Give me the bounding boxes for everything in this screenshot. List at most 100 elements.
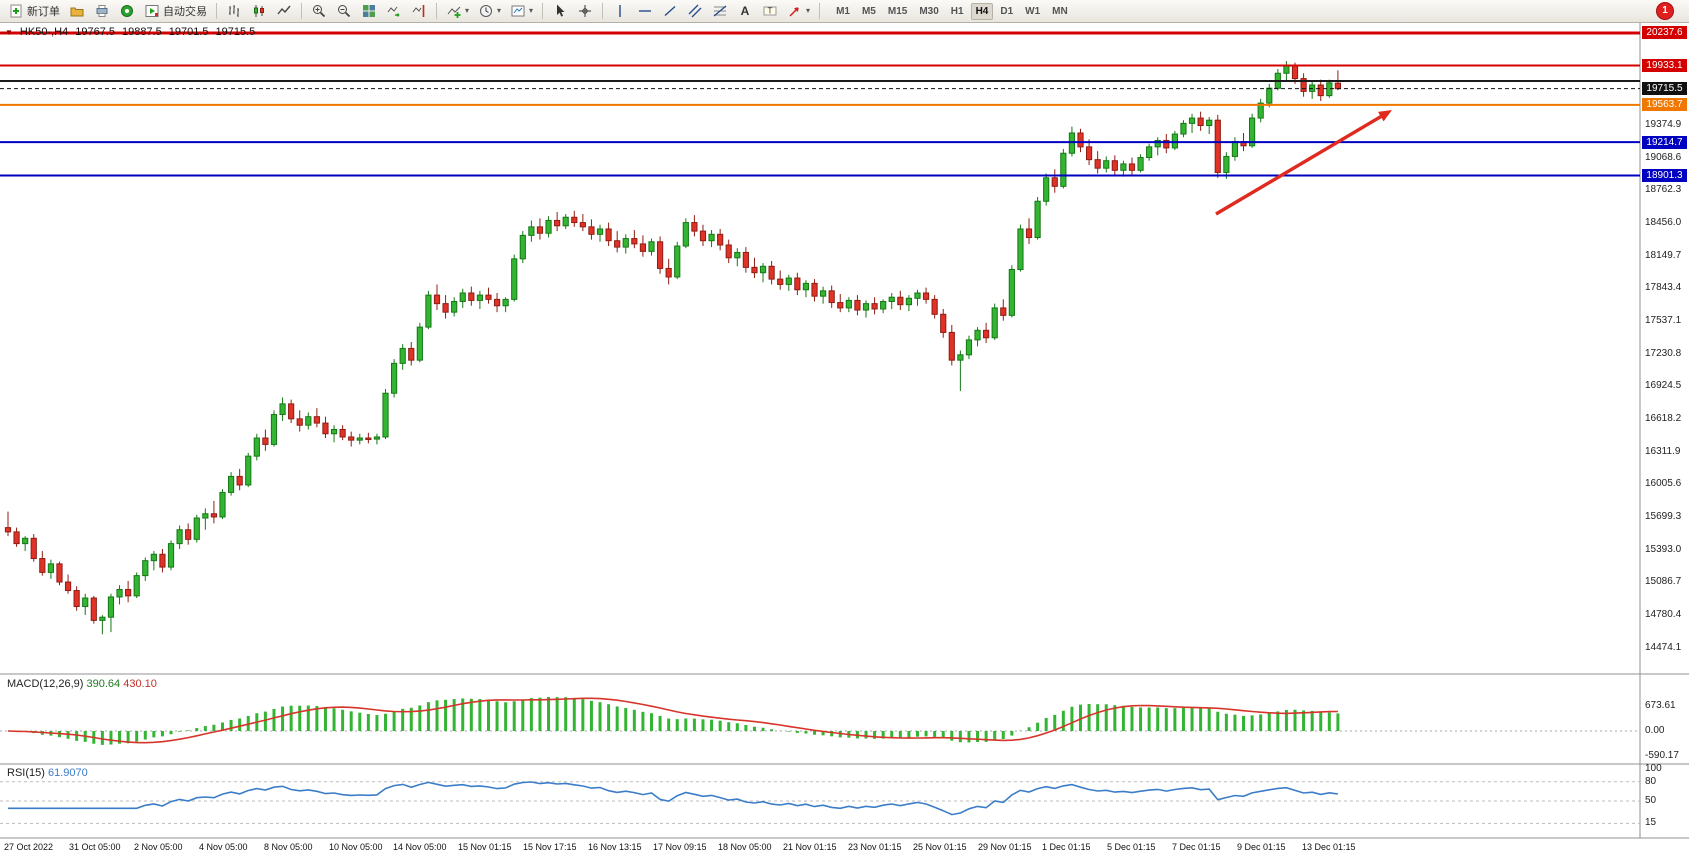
macd-name: MACD(12,26,9) [7, 678, 84, 690]
zoom-in-icon [311, 3, 327, 19]
periods-dropdown-button[interactable]: ▾ [474, 1, 505, 21]
channel-button[interactable] [683, 1, 707, 21]
timeframe-toolbar: M1 M5 M15 M30 H1 H4 D1 W1 MN [831, 2, 1073, 20]
candle-body [1326, 82, 1333, 97]
candlestick-chart-icon [251, 3, 267, 19]
toolbar-separator [542, 3, 544, 19]
candle-body [167, 543, 175, 568]
candle-body [13, 531, 20, 545]
candle-body [957, 354, 964, 361]
candle-body [914, 292, 921, 299]
candle-body [296, 418, 303, 426]
candle-body [425, 294, 432, 328]
zoom-in-button[interactable] [307, 1, 331, 21]
candle-body [648, 241, 655, 252]
caret-down-icon: ▾ [806, 6, 811, 15]
candle-body [1094, 159, 1101, 169]
candle-body [142, 560, 149, 577]
printer-icon [94, 3, 110, 19]
bar-chart-icon [226, 3, 242, 19]
candle-body [339, 428, 346, 438]
vertical-line-button[interactable] [608, 1, 632, 21]
candle-body [794, 277, 801, 291]
bar-chart-button[interactable] [222, 1, 246, 21]
candle-body [922, 292, 930, 300]
candle-body [485, 294, 492, 300]
candle-body [785, 277, 792, 285]
candle-body [22, 537, 29, 545]
caret-down-icon: ▾ [497, 6, 502, 15]
time-axis[interactable] [0, 839, 1640, 859]
text-label-button[interactable]: T [758, 1, 782, 21]
timeframe-button-M15[interactable]: M15 [887, 5, 908, 17]
fibonacci-button[interactable] [708, 1, 732, 21]
line-chart-button[interactable] [272, 1, 296, 21]
candle-body [991, 307, 998, 339]
candle-body [202, 513, 209, 519]
templates-dropdown-button[interactable]: ▾ [506, 1, 537, 21]
candle-body [107, 596, 115, 618]
candle-body [64, 581, 72, 592]
zoom-out-button[interactable] [332, 1, 356, 21]
timeframe-button-M1[interactable]: M1 [836, 5, 850, 17]
candlestick-chart-button[interactable] [247, 1, 271, 21]
caret-down-icon: ▾ [465, 6, 470, 15]
indicators-dropdown-button[interactable]: ▾ [442, 1, 473, 21]
candle-body [73, 590, 80, 608]
timeframe-button-MN[interactable]: MN [1052, 5, 1068, 17]
tile-windows-button[interactable] [357, 1, 381, 21]
timeframe-button-H1[interactable]: H1 [950, 5, 964, 17]
candle-body [1188, 117, 1196, 124]
arrows-dropdown-button[interactable]: ▾ [783, 1, 814, 21]
candle-body [1120, 163, 1127, 171]
candle-body [1163, 139, 1170, 149]
candle-body [442, 303, 449, 313]
new-order-button[interactable]: 新订单 [4, 1, 64, 21]
candle-body [536, 226, 544, 234]
candle-body [1249, 117, 1256, 147]
trend-arrow[interactable] [1215, 112, 1387, 216]
candle-body [270, 414, 278, 445]
print-button[interactable] [90, 1, 114, 21]
text-label-icon: T [762, 3, 778, 19]
crosshair-button[interactable] [573, 1, 597, 21]
rsi-line [8, 781, 1339, 816]
chart-shift-button[interactable] [407, 1, 431, 21]
timeframe-button-D1[interactable]: D1 [1000, 5, 1014, 17]
community-button[interactable] [115, 1, 139, 21]
candle-body [682, 222, 689, 247]
vertical-line-icon [612, 3, 628, 19]
candle-body [125, 588, 132, 597]
candle-body [554, 219, 561, 227]
trendline-button[interactable] [658, 1, 682, 21]
horizontal-line-button[interactable] [633, 1, 657, 21]
candle-body [30, 537, 37, 560]
trendline-icon [662, 3, 678, 19]
auto-trading-button[interactable]: 自动交易 [140, 1, 211, 21]
candle-body [382, 392, 389, 438]
auto-scroll-button[interactable] [382, 1, 406, 21]
candle-body [159, 553, 166, 568]
candle-body [502, 298, 509, 307]
price-axis[interactable] [1641, 23, 1689, 838]
candle-body [1008, 269, 1015, 316]
chart-collapse-icon[interactable]: ▼ [5, 27, 13, 37]
timeframe-button-M30[interactable]: M30 [919, 5, 939, 17]
timeframe-button-M5[interactable]: M5 [861, 5, 876, 17]
timeframe-button-W1[interactable]: W1 [1025, 5, 1041, 17]
text-tool-button[interactable]: A [733, 1, 757, 21]
candle-body [734, 251, 741, 259]
candle-body [210, 513, 218, 518]
community-icon [119, 3, 135, 19]
candle-body [571, 216, 578, 224]
candle-body [862, 303, 870, 311]
cursor-button[interactable] [548, 1, 572, 21]
candle-body [1060, 152, 1067, 187]
profiles-button[interactable] [65, 1, 89, 21]
candle-body [1171, 133, 1178, 149]
candle-body [1317, 84, 1324, 97]
notification-badge[interactable]: 1 [1657, 3, 1673, 19]
candle-body [768, 265, 775, 280]
timeframe-button-H4[interactable]: H4 [970, 2, 994, 20]
